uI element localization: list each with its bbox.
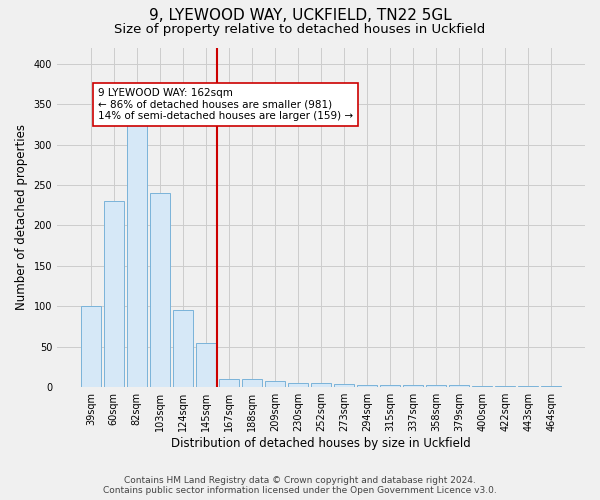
Bar <box>150 193 170 387</box>
Bar <box>127 124 146 387</box>
Text: Contains HM Land Registry data © Crown copyright and database right 2024.
Contai: Contains HM Land Registry data © Crown c… <box>103 476 497 495</box>
Bar <box>104 201 124 387</box>
Bar <box>541 386 561 387</box>
X-axis label: Distribution of detached houses by size in Uckfield: Distribution of detached houses by size … <box>171 437 471 450</box>
Bar <box>265 380 285 387</box>
Bar <box>288 383 308 387</box>
Bar <box>311 383 331 387</box>
Bar <box>81 306 101 387</box>
Bar <box>219 379 239 387</box>
Text: Size of property relative to detached houses in Uckfield: Size of property relative to detached ho… <box>115 22 485 36</box>
Bar <box>196 342 216 387</box>
Bar <box>334 384 354 387</box>
Text: 9, LYEWOOD WAY, UCKFIELD, TN22 5GL: 9, LYEWOOD WAY, UCKFIELD, TN22 5GL <box>149 8 451 22</box>
Bar <box>427 386 446 387</box>
Bar <box>357 384 377 387</box>
Bar <box>449 386 469 387</box>
Text: 9 LYEWOOD WAY: 162sqm
← 86% of detached houses are smaller (981)
14% of semi-det: 9 LYEWOOD WAY: 162sqm ← 86% of detached … <box>98 88 353 121</box>
Bar <box>173 310 193 387</box>
Bar <box>242 379 262 387</box>
Bar <box>380 384 400 387</box>
Bar <box>518 386 538 387</box>
Bar <box>496 386 515 387</box>
Bar <box>472 386 492 387</box>
Y-axis label: Number of detached properties: Number of detached properties <box>15 124 28 310</box>
Bar <box>403 386 423 387</box>
